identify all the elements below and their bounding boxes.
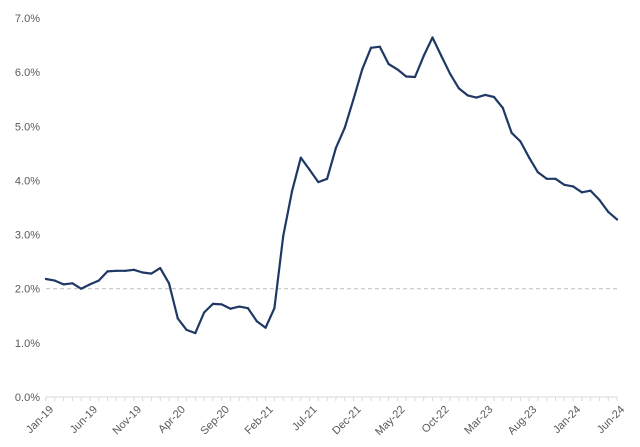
data-point [317, 180, 320, 184]
data-point [475, 96, 478, 99]
data-point [229, 307, 232, 310]
data-point [580, 191, 583, 194]
x-tick-label: Mar-23 [462, 404, 495, 437]
data-point [308, 168, 311, 171]
data-point [97, 279, 100, 282]
data-point [185, 328, 188, 331]
data-point [299, 156, 302, 159]
data-point [422, 54, 425, 58]
data-point [194, 332, 197, 335]
data-point [246, 307, 250, 310]
data-point [528, 156, 531, 159]
y-tick-label: 1.0% [15, 338, 40, 350]
data-point [492, 95, 496, 99]
data-point [352, 98, 355, 101]
x-tick-label: Jul-21 [290, 404, 320, 434]
data-point [290, 190, 294, 193]
y-tick-label: 2.0% [15, 284, 40, 296]
data-point [115, 269, 118, 272]
x-tick-label: Jan-19 [24, 404, 56, 436]
data-point [378, 45, 381, 48]
x-axis: Jan-19 Jun-19 Nov-19 Apr-20 Sep-20 Feb-21 Jul-… [24, 396, 627, 438]
data-point [457, 87, 460, 90]
data-point [334, 146, 337, 150]
data-point [176, 317, 179, 320]
data-point [448, 72, 452, 75]
x-tick-label: Sep-20 [198, 404, 232, 438]
data-point [220, 303, 223, 306]
y-tick-label: 3.0% [15, 230, 40, 242]
y-tick-label: 5.0% [15, 121, 40, 133]
y-tick-label: 4.0% [15, 175, 40, 187]
data-point [255, 320, 258, 323]
data-point [405, 75, 408, 78]
data-point [501, 106, 504, 109]
data-point [343, 126, 346, 130]
x-tick-label: Aug-23 [506, 404, 540, 438]
data-point [159, 267, 162, 270]
x-tick-label: May-22 [373, 404, 407, 438]
data-point [466, 94, 469, 97]
x-tick-label: Dec-21 [330, 404, 364, 438]
data-point [80, 287, 83, 290]
data-point [545, 177, 548, 180]
x-tick-label: Nov-19 [110, 404, 144, 438]
data-point [264, 326, 267, 329]
data-point [361, 68, 364, 71]
series-line [44, 36, 619, 335]
data-point [484, 93, 487, 96]
data-point [282, 235, 285, 238]
data-point [88, 283, 92, 286]
data-point [563, 183, 566, 186]
data-point [238, 305, 241, 308]
data-point [571, 185, 575, 188]
y-tick-label: 0.0% [15, 392, 40, 404]
data-point [615, 218, 619, 221]
data-point [141, 271, 144, 274]
y-axis: 0.0% 1.0% 2.0% 3.0% 4.0% 5.0% 6.0% 7.0% [15, 13, 40, 404]
x-tick-label: Jan-24 [551, 404, 583, 436]
data-point [387, 62, 390, 66]
data-point [211, 302, 215, 305]
data-point [53, 279, 56, 282]
y-tick-label: 6.0% [15, 67, 40, 79]
data-point [589, 189, 592, 192]
data-point [150, 272, 153, 275]
data-point [132, 268, 135, 271]
data-point [519, 140, 522, 143]
y-tick-label: 7.0% [15, 13, 40, 25]
data-point [396, 68, 399, 71]
x-tick-label: Feb-21 [243, 404, 276, 437]
x-tick-label: Jun-19 [68, 404, 100, 436]
data-point [123, 269, 127, 272]
data-point [598, 198, 601, 202]
data-point [203, 311, 206, 314]
x-tick-label: Jun-24 [595, 404, 627, 436]
data-point [106, 270, 109, 273]
x-tick-label: Apr-20 [156, 404, 188, 436]
data-point [536, 171, 540, 174]
data-point [44, 277, 48, 281]
data-point [510, 131, 513, 134]
data-point [431, 36, 434, 39]
series-layer [44, 36, 619, 335]
x-tick-label: Oct-22 [420, 404, 452, 436]
data-point [167, 282, 171, 285]
data-point [62, 283, 65, 286]
data-point [369, 46, 373, 49]
data-point [607, 210, 610, 213]
data-point [440, 54, 443, 58]
data-point [273, 307, 276, 310]
data-point [413, 75, 417, 79]
data-point [71, 282, 74, 285]
data-point [554, 177, 557, 180]
data-point [326, 177, 329, 180]
